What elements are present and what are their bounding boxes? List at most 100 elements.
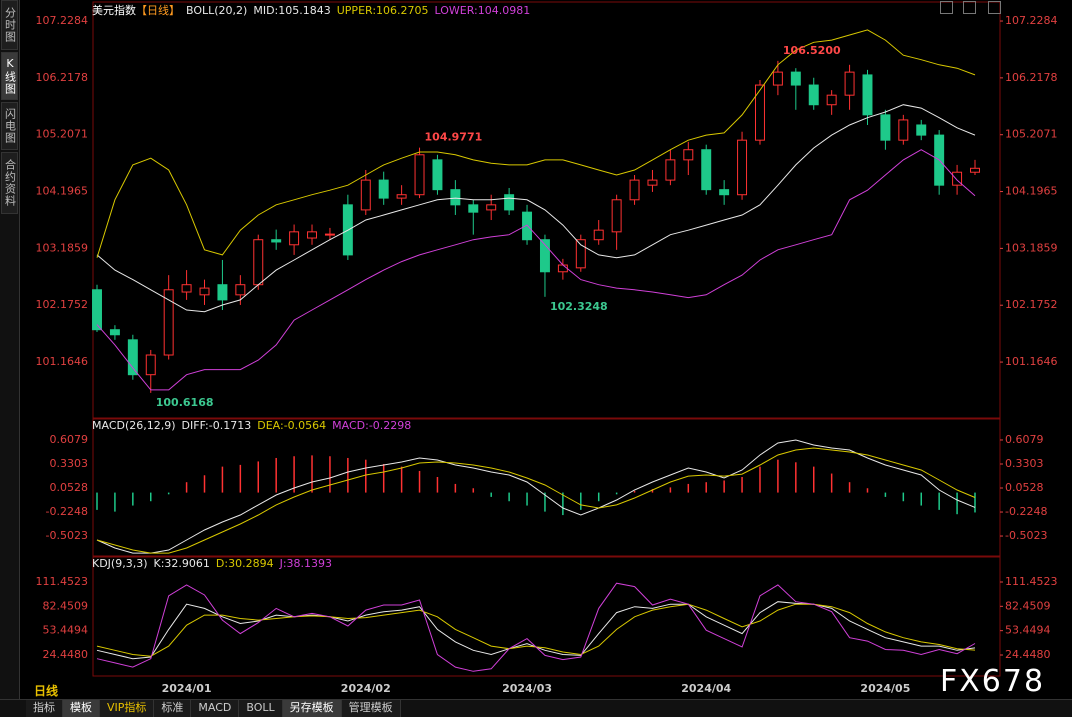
candle-body [898, 119, 909, 141]
y-tick-label-right: 111.4523 [1005, 575, 1058, 588]
legend-entry: UPPER:106.2705 [336, 3, 429, 17]
candle-body [719, 189, 730, 196]
toolbar-icon[interactable] [963, 1, 976, 14]
y-tick-label: 0.3303 [50, 457, 89, 470]
panel-header: 美元指数 【日线】 BOLL(20,2) MID:105.1843 UPPER:106.… [92, 2, 530, 18]
candle-body [557, 264, 568, 273]
candle-body [504, 194, 515, 211]
indicator-name: KDJ(9,3,3) [92, 557, 148, 570]
panel-frame [92, 418, 1001, 557]
chart-title: 美元指数 [92, 4, 136, 17]
panel-header: KDJ(9,3,3) K:32.9061 D:30.2894 J:38.1393 [92, 557, 332, 570]
legend-entry: MID:105.1843 [253, 3, 331, 17]
y-tick-label: 0.0528 [50, 481, 89, 494]
y-tick-label-right: -0.2248 [1005, 505, 1047, 518]
candle-body [647, 179, 658, 186]
side-tab[interactable]: 分时图 [1, 0, 18, 50]
candle-body [665, 159, 676, 181]
y-tick-label-right: 107.2284 [1005, 14, 1058, 27]
y-tick-label-right: 82.4509 [1005, 599, 1051, 612]
candle-body [360, 179, 371, 211]
bottom-tab[interactable]: BOLL [239, 700, 283, 717]
indicator-name: MACD(26,12,9) [92, 419, 176, 432]
candle-body [916, 124, 927, 136]
y-tick-label-right: 102.1752 [1005, 298, 1058, 311]
y-tick-label-right: 101.1646 [1005, 355, 1058, 368]
candle-body [163, 289, 174, 356]
bottom-tab[interactable]: VIP指标 [100, 700, 155, 717]
indicator-name: BOLL(20,2) [186, 3, 248, 17]
side-tab[interactable]: 闪电图 [1, 102, 18, 150]
candle-body [181, 284, 192, 293]
candle-body [217, 284, 228, 301]
panel-header: MACD(26,12,9) DIFF:-0.1713 DEA:-0.0564 MACD… [92, 419, 411, 432]
bottom-tab-bar: 指标 模板 VIP指标 标准 MACD BOLL 另存模板 管理模板 [0, 699, 1072, 717]
x-tick-label: 2024/02 [341, 682, 391, 695]
series-line [96, 29, 976, 258]
toolbar-icon[interactable] [988, 1, 1001, 14]
y-tick-label-right: 104.1965 [1005, 185, 1058, 198]
candle-body [92, 289, 102, 331]
y-tick-label: 111.4523 [36, 575, 89, 588]
series-line [96, 104, 976, 313]
bottom-tab[interactable]: 标准 [154, 700, 192, 717]
candle-body [844, 71, 855, 96]
candle-body [880, 114, 891, 141]
y-tick-label: 24.4480 [43, 648, 89, 661]
candle-body [772, 71, 783, 86]
y-tick-label: 103.1859 [36, 241, 89, 254]
period-label[interactable]: 日线 [34, 684, 59, 698]
candle-body [450, 189, 461, 206]
y-tick-label-right: 0.0528 [1005, 481, 1044, 494]
side-tab[interactable]: 合约资料 [1, 152, 18, 214]
panel-frame [92, 1, 1001, 419]
candle-body [970, 167, 980, 173]
legend-entry: LOWER:104.0981 [434, 3, 531, 17]
candle-body [593, 229, 604, 241]
candle-body [701, 149, 712, 191]
y-tick-label: 0.6079 [50, 433, 89, 446]
legend-entry: J:38.1393 [279, 557, 333, 570]
candle-body [307, 231, 317, 239]
candle-body [826, 94, 837, 106]
legend-entry: DEA:-0.0564 [257, 419, 327, 432]
price-annotation: 106.5200 [783, 44, 841, 57]
series-line [96, 603, 976, 657]
candle-body [790, 71, 801, 86]
price-annotation: 102.3248 [550, 300, 608, 313]
candle-body [539, 239, 550, 273]
watermark: FX678 [940, 664, 1046, 699]
y-tick-label: 104.1965 [36, 185, 89, 198]
y-tick-label: 105.2071 [36, 128, 89, 141]
y-tick-label-right: 106.2178 [1005, 71, 1058, 84]
bottom-tab[interactable]: 另存模板 [282, 700, 342, 717]
series-line [96, 447, 976, 554]
y-tick-label: 53.4494 [43, 624, 89, 637]
candle-body [432, 159, 443, 191]
bottom-tab[interactable]: MACD [191, 700, 240, 717]
bottom-tab[interactable]: 模板 [63, 700, 100, 717]
y-tick-label-right: 103.1859 [1005, 241, 1058, 254]
side-tab[interactable]: K线图 [1, 52, 18, 100]
candle-body [127, 339, 138, 376]
candle-body [253, 239, 264, 286]
bottom-tab[interactable]: 指标 [26, 700, 63, 717]
legend-entry: DIFF:-0.1713 [181, 419, 252, 432]
legend-entry: D:30.2894 [215, 557, 274, 570]
x-tick-label: 2024/05 [860, 682, 910, 695]
x-tick-label: 2024/01 [162, 682, 212, 695]
toolbar-icon[interactable] [940, 1, 953, 14]
bottom-tab[interactable]: 管理模板 [341, 700, 401, 717]
price-annotation: 104.9771 [425, 131, 483, 144]
side-tab-bar: 分时图 K线图闪电图合约资料 [0, 0, 20, 716]
y-tick-label-right: 24.4480 [1005, 648, 1051, 661]
y-tick-label: -0.5023 [46, 529, 88, 542]
candle-body [683, 149, 694, 161]
price-annotation: 100.6168 [156, 396, 214, 409]
candle-body [755, 84, 765, 141]
y-tick-label: 107.2284 [36, 14, 89, 27]
y-tick-label: -0.2248 [46, 505, 88, 518]
candle-body [109, 329, 120, 336]
chart-subtitle: 【日线】 [136, 4, 180, 17]
